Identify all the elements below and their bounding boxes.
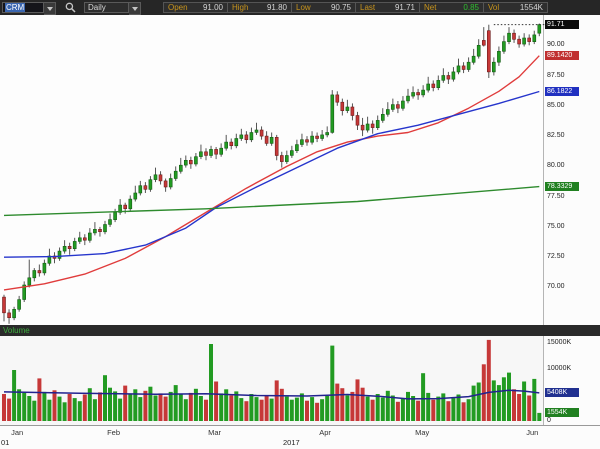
chevron-down-icon (131, 6, 138, 11)
quote-label: Last (360, 3, 376, 12)
volume-chart-pane[interactable] (0, 336, 543, 425)
price-axis: 90.00 87.50 85.00 82.50 80.00 77.50 75.00 72.50… (543, 15, 600, 325)
month-label-jan: Jan (11, 428, 24, 437)
volume-axis: 15000K 10000K 0 5408K 1554K (543, 336, 600, 425)
price-chart-pane[interactable] (0, 15, 543, 325)
month-label-jun: Jun (526, 428, 539, 437)
price-badge: 78.3329 (545, 181, 579, 191)
volume-tick: 10000K (547, 365, 572, 372)
quote-value: 1554K (519, 3, 543, 12)
timeframe-select[interactable]: Daily (84, 2, 129, 13)
quote-value: 90.75 (330, 3, 351, 12)
price-tick: 87.50 (547, 71, 565, 79)
symbol-text: CRM (5, 3, 26, 12)
symbol-dropdown-button[interactable] (44, 2, 56, 15)
quote-value: 91.80 (266, 3, 287, 12)
volume-badge: 5408K (545, 387, 579, 397)
month-label-mar: Mar (208, 428, 222, 437)
quote-value: 0.85 (463, 3, 479, 12)
quote-label: Net (424, 3, 437, 12)
volume-pane-label: Volume (3, 326, 30, 335)
volume-tick: 15000K (547, 339, 572, 346)
time-axis: 01 2017 Jan Feb Mar Apr May Jun (0, 425, 600, 449)
month-label-may: May (415, 428, 430, 437)
price-tick: 82.50 (547, 132, 565, 140)
price-tick: 77.50 (547, 192, 565, 200)
axis-origin-label: 01 (1, 438, 10, 447)
symbol-input[interactable]: CRM (2, 2, 44, 13)
chevron-down-icon (46, 6, 53, 11)
quote-label: Vol (488, 3, 500, 12)
price-tick: 70.00 (547, 283, 565, 291)
quote-field-open: Open 91.00 (163, 2, 228, 13)
quote-value: 91.71 (394, 3, 415, 12)
quote-field-net: Net 0.85 (420, 2, 484, 13)
month-label-apr: Apr (319, 428, 331, 437)
quote-fields: Open 91.00 High 91.80 Low 90.75 Last 91.71 Net 0.… (163, 2, 548, 13)
quote-label: Low (296, 3, 311, 12)
axis-year-label: 2017 (283, 438, 300, 447)
volume-badge: 1554K (545, 407, 579, 417)
quote-field-low: Low 90.75 (292, 2, 356, 13)
timeframe-select-group: Daily (84, 2, 141, 15)
price-tick: 75.00 (547, 222, 565, 230)
price-badge: 86.1822 (545, 86, 579, 96)
volume-pane-header: Volume (0, 325, 600, 336)
search-icon[interactable] (64, 2, 76, 14)
timeframe-dropdown-button[interactable] (129, 2, 141, 15)
quote-value: 91.00 (202, 3, 223, 12)
quote-field-high: High 91.80 (228, 2, 292, 13)
quote-label: High (232, 3, 249, 12)
price-tick: 85.00 (547, 101, 565, 109)
month-label-feb: Feb (107, 428, 121, 437)
price-tick: 72.50 (547, 253, 565, 261)
price-badge: 89.1420 (545, 50, 579, 60)
symbol-input-group: CRM (2, 2, 56, 15)
price-tick: 90.00 (547, 41, 565, 49)
volume-tick: 0 (547, 417, 551, 424)
quote-field-last: Last 91.71 (356, 2, 420, 13)
price-tick: 80.00 (547, 162, 565, 170)
quote-field-vol: Vol 1554K (484, 2, 548, 13)
price-badge: 91.71 (545, 19, 579, 29)
toolbar: CRM Daily Open 91.00 High 91.80 Low 90.75 Last… (0, 0, 600, 16)
quote-label: Open (168, 3, 188, 12)
